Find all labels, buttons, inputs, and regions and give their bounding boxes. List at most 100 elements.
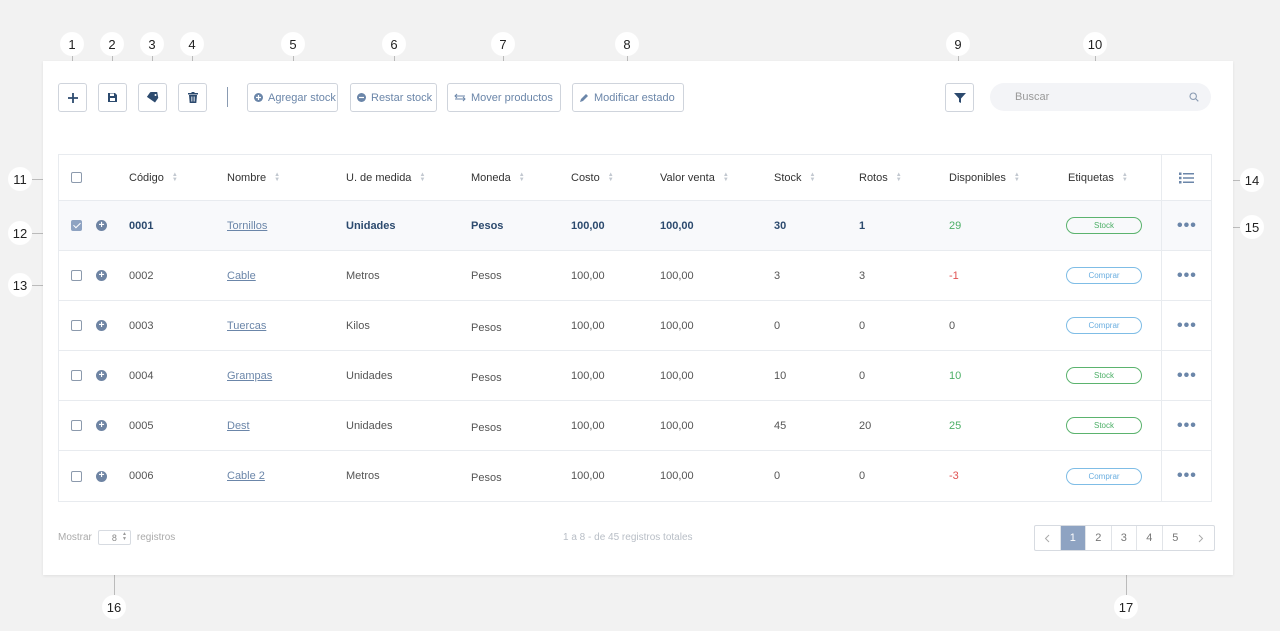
cell-valor-venta: 100,00	[660, 269, 694, 282]
cell-valor-venta: 100,00	[660, 369, 694, 382]
prev-page-button[interactable]	[1035, 526, 1061, 550]
col-codigo-label: Código	[129, 171, 164, 184]
callout-11: 11	[8, 167, 32, 191]
expand-row-button[interactable]: +	[96, 401, 107, 450]
cell-nombre: Tuercas	[227, 301, 266, 350]
cell-etiqueta: Stock	[1066, 201, 1142, 250]
row-actions-button[interactable]: •••	[1177, 401, 1197, 450]
mover-productos-button[interactable]: Mover productos	[447, 83, 561, 112]
filter-button[interactable]	[945, 83, 974, 112]
callout-15: 15	[1240, 215, 1264, 239]
col-rotos-label: Rotos	[859, 171, 888, 184]
row-actions-button[interactable]: •••	[1177, 351, 1197, 400]
main-card	[43, 61, 1233, 575]
page-size-value: 8	[111, 532, 117, 543]
product-name-link[interactable]: Tornillos	[227, 219, 268, 232]
callout-6: 6	[382, 32, 406, 56]
cell-stock: 0	[774, 319, 781, 332]
product-name-link[interactable]: Tuercas	[227, 319, 267, 332]
cell-stock: 10	[774, 369, 787, 382]
cell-costo: 100,00	[571, 369, 605, 382]
table-row[interactable]: + 0003 Tuercas Kilos Pesos 100,00 100,00…	[59, 301, 1211, 351]
actions-column-divider	[1161, 301, 1162, 350]
col-moneda-label: Moneda	[471, 171, 511, 184]
cell-disponibles: -1	[949, 269, 959, 282]
row-checkbox[interactable]	[71, 220, 82, 231]
plus-circle-icon: +	[96, 320, 107, 331]
row-actions-button[interactable]: •••	[1177, 201, 1197, 250]
modificar-estado-button[interactable]: Modificar estado	[572, 83, 684, 112]
page-size-control: Mostrar 8 ▲ ▼ registros	[58, 530, 175, 545]
expand-row-button[interactable]: +	[96, 301, 107, 350]
cell-moneda: Pesos	[471, 371, 502, 384]
col-moneda[interactable]: Moneda ▲ ▼	[471, 155, 525, 200]
row-checkbox-cell	[71, 251, 82, 300]
registros-label: registros	[136, 532, 176, 543]
table-row[interactable]: + 0001 Tornillos Unidades Pesos 100,00 1…	[59, 201, 1211, 251]
callout-12: 12	[8, 221, 32, 245]
product-name-link[interactable]: Cable 2	[227, 470, 265, 482]
row-checkbox[interactable]	[71, 470, 82, 482]
product-name-link[interactable]: Grampas	[227, 369, 273, 382]
col-etiquetas[interactable]: Etiquetas ▲ ▼	[1068, 155, 1128, 200]
cell-rotos: 0	[859, 470, 866, 482]
select-all-checkbox[interactable]	[71, 172, 82, 183]
row-actions-button[interactable]: •••	[1177, 301, 1197, 350]
row-checkbox[interactable]	[71, 270, 82, 281]
delete-button[interactable]	[178, 83, 207, 112]
table-row[interactable]: + 0004 Grampas Unidades Pesos 100,00 100…	[59, 351, 1211, 401]
row-checkbox[interactable]	[71, 420, 82, 431]
page-size-select[interactable]: 8 ▲ ▼	[97, 530, 131, 545]
chevron-right-icon	[1198, 534, 1203, 542]
page-button[interactable]: 5	[1172, 532, 1179, 544]
col-codigo[interactable]: Código ▲ ▼	[129, 155, 178, 200]
cell-valor-venta: 100,00	[660, 470, 694, 482]
next-page-button[interactable]	[1188, 526, 1214, 550]
column-settings-button[interactable]	[1179, 155, 1194, 200]
row-checkbox[interactable]	[71, 320, 82, 331]
actions-column-divider	[1161, 401, 1162, 450]
page-button[interactable]: 3	[1112, 526, 1137, 550]
page-button[interactable]: 1	[1060, 526, 1086, 550]
expand-row-button[interactable]: +	[96, 451, 107, 501]
add-button[interactable]	[58, 83, 87, 112]
cell-rotos: 3	[859, 269, 866, 282]
product-name-link[interactable]: Dest	[227, 419, 250, 432]
actions-column-divider	[1161, 155, 1162, 200]
cell-unidad: Unidades	[346, 419, 393, 432]
save-button[interactable]	[98, 83, 127, 112]
row-actions-button[interactable]: •••	[1177, 451, 1197, 501]
agregar-stock-button[interactable]: Agregar stock	[247, 83, 338, 112]
col-stock[interactable]: Stock ▲ ▼	[774, 155, 815, 200]
search-icon[interactable]	[1189, 92, 1199, 102]
expand-row-button[interactable]: +	[96, 251, 107, 300]
cell-moneda: Pesos	[471, 472, 502, 484]
search-input[interactable]	[1015, 91, 1175, 103]
restar-stock-button[interactable]: Restar stock	[350, 83, 437, 112]
col-unidad[interactable]: U. de medida ▲ ▼	[346, 155, 425, 200]
table-row[interactable]: + 0002 Cable Metros Pesos 100,00 100,00 …	[59, 251, 1211, 301]
page-button[interactable]: 2	[1086, 526, 1112, 550]
tag-button[interactable]	[138, 83, 167, 112]
more-options-icon: •••	[1177, 266, 1197, 284]
more-options-icon: •••	[1177, 216, 1197, 234]
callout-8: 8	[615, 32, 639, 56]
expand-row-button[interactable]: +	[96, 201, 107, 250]
minus-circle-icon	[357, 93, 366, 102]
col-disponibles[interactable]: Disponibles ▲ ▼	[949, 155, 1020, 200]
table-row[interactable]: + 0005 Dest Unidades Pesos 100,00 100,00…	[59, 401, 1211, 451]
col-rotos[interactable]: Rotos ▲ ▼	[859, 155, 902, 200]
expand-row-button[interactable]: +	[96, 351, 107, 400]
col-valor-venta[interactable]: Valor venta ▲ ▼	[660, 155, 729, 200]
page-button[interactable]: 4	[1137, 526, 1163, 550]
cell-moneda: Pesos	[471, 219, 504, 232]
col-nombre[interactable]: Nombre ▲ ▼	[227, 155, 280, 200]
cell-stock: 30	[774, 219, 787, 232]
product-name-link[interactable]: Cable	[227, 269, 256, 282]
row-actions-button[interactable]: •••	[1177, 251, 1197, 300]
table-row[interactable]: + 0006 Cable 2 Metros Pesos 100,00 100,0…	[59, 451, 1211, 501]
more-options-icon: •••	[1177, 316, 1197, 334]
row-checkbox[interactable]	[71, 370, 82, 381]
col-nombre-label: Nombre	[227, 171, 267, 184]
col-costo[interactable]: Costo ▲ ▼	[571, 155, 614, 200]
